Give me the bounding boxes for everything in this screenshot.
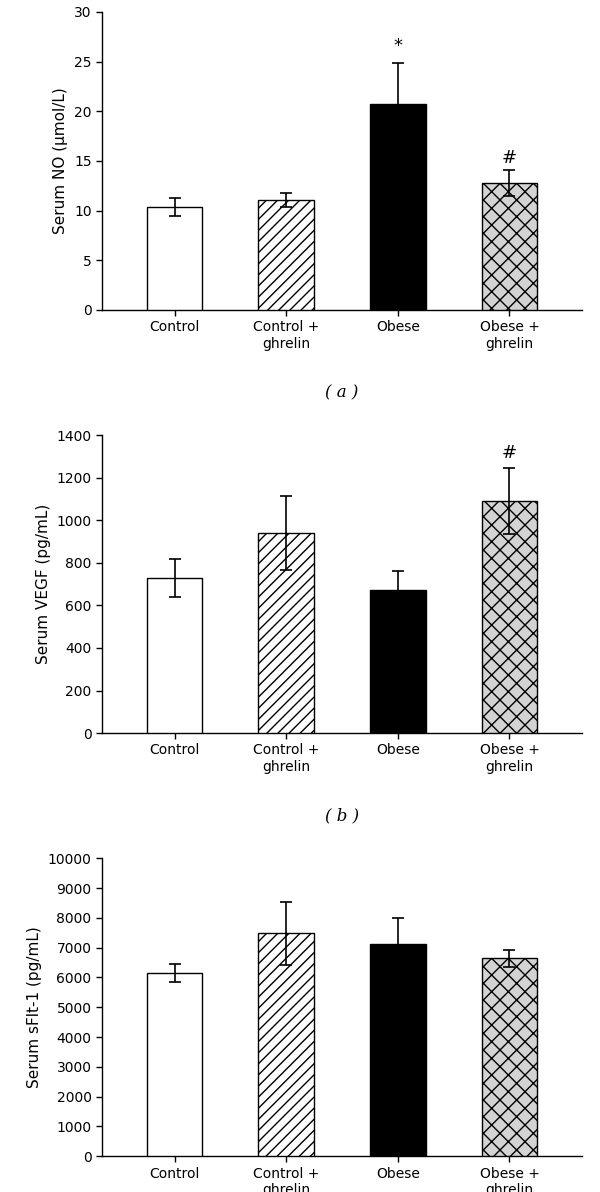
Bar (370, 590, 426, 733)
Y-axis label: Serum sFlt-1 (pg/mL): Serum sFlt-1 (pg/mL) (27, 926, 42, 1088)
Bar (258, 199, 314, 310)
Text: ( b ): ( b ) (325, 808, 359, 825)
Text: #: # (502, 443, 517, 461)
Bar (146, 578, 202, 733)
Text: ( a ): ( a ) (325, 384, 359, 402)
Text: #: # (502, 149, 517, 167)
Bar (482, 958, 538, 1156)
Y-axis label: Serum NO (μmol/L): Serum NO (μmol/L) (53, 87, 68, 235)
Y-axis label: Serum VEGF (pg/mL): Serum VEGF (pg/mL) (36, 504, 51, 664)
Bar (482, 501, 538, 733)
Bar (482, 182, 538, 310)
Bar (146, 206, 202, 310)
Text: *: * (394, 37, 403, 55)
Bar (370, 105, 426, 310)
Bar (258, 533, 314, 733)
Bar (258, 933, 314, 1156)
Bar (370, 944, 426, 1156)
Bar (146, 973, 202, 1156)
